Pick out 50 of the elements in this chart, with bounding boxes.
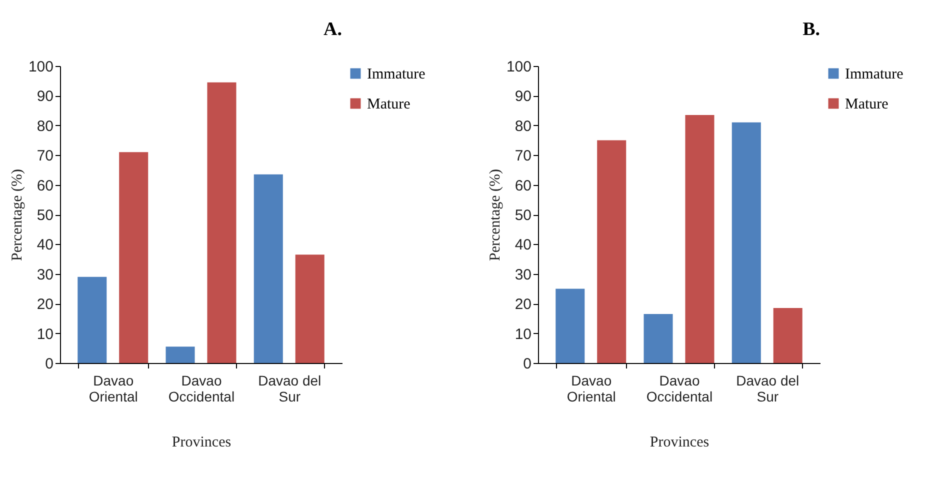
y-tick-label: 20 xyxy=(36,296,54,314)
y-tick-label: 50 xyxy=(514,207,532,224)
bar xyxy=(597,140,626,363)
y-tick-label: 100 xyxy=(28,58,54,76)
x-axis-title: Provinces xyxy=(650,434,710,450)
y-tick-label: 30 xyxy=(36,266,54,284)
y-tick-label: 60 xyxy=(36,177,54,194)
y-tick-label: 10 xyxy=(36,326,54,343)
y-tick-label: 80 xyxy=(36,118,54,135)
y-tick-label: 40 xyxy=(514,236,532,254)
y-tick-label: 0 xyxy=(523,356,532,372)
legend-label: Immature xyxy=(367,66,426,82)
chart-title: A. xyxy=(324,19,342,40)
x-tick-label: Davao Oriental xyxy=(566,372,616,404)
x-tick-label: Davao Oriental xyxy=(88,372,138,404)
y-tick-label: 80 xyxy=(514,118,532,135)
legend-label: Immature xyxy=(845,66,904,82)
bar xyxy=(556,288,585,363)
x-tick-label: Davao del Sur xyxy=(258,372,322,404)
legend-label: Mature xyxy=(845,96,889,112)
y-tick-label: 70 xyxy=(36,148,54,165)
y-tick-label: 0 xyxy=(45,356,54,372)
bar xyxy=(166,346,195,363)
y-axis-title: Percentage (%) xyxy=(487,168,504,262)
y-tick-label: 90 xyxy=(514,88,532,106)
x-tick-label: Davao Occidental xyxy=(168,372,235,404)
bar xyxy=(773,308,802,363)
bar xyxy=(207,82,236,363)
y-tick-label: 40 xyxy=(36,236,54,254)
bar xyxy=(732,122,761,363)
y-tick-label: 20 xyxy=(514,296,532,314)
y-tick-label: 10 xyxy=(514,326,532,343)
y-tick-label: 100 xyxy=(506,58,532,76)
bar xyxy=(685,115,714,363)
y-tick-label: 60 xyxy=(514,177,532,194)
y-tick-label: 70 xyxy=(514,148,532,165)
y-tick-label: 50 xyxy=(36,207,54,224)
chart-title: B. xyxy=(802,19,820,40)
bar xyxy=(295,254,324,363)
bar xyxy=(254,174,283,363)
y-axis-title: Percentage (%) xyxy=(9,168,26,262)
bar xyxy=(78,276,107,363)
y-tick-label: 30 xyxy=(514,266,532,284)
legend-label: Mature xyxy=(367,96,411,112)
bar xyxy=(644,314,673,363)
x-axis-title: Provinces xyxy=(172,434,232,450)
y-tick-label: 90 xyxy=(36,88,54,106)
x-tick-label: Davao Occidental xyxy=(646,372,713,404)
x-tick-label: Davao del Sur xyxy=(736,372,800,404)
bar xyxy=(119,152,148,363)
